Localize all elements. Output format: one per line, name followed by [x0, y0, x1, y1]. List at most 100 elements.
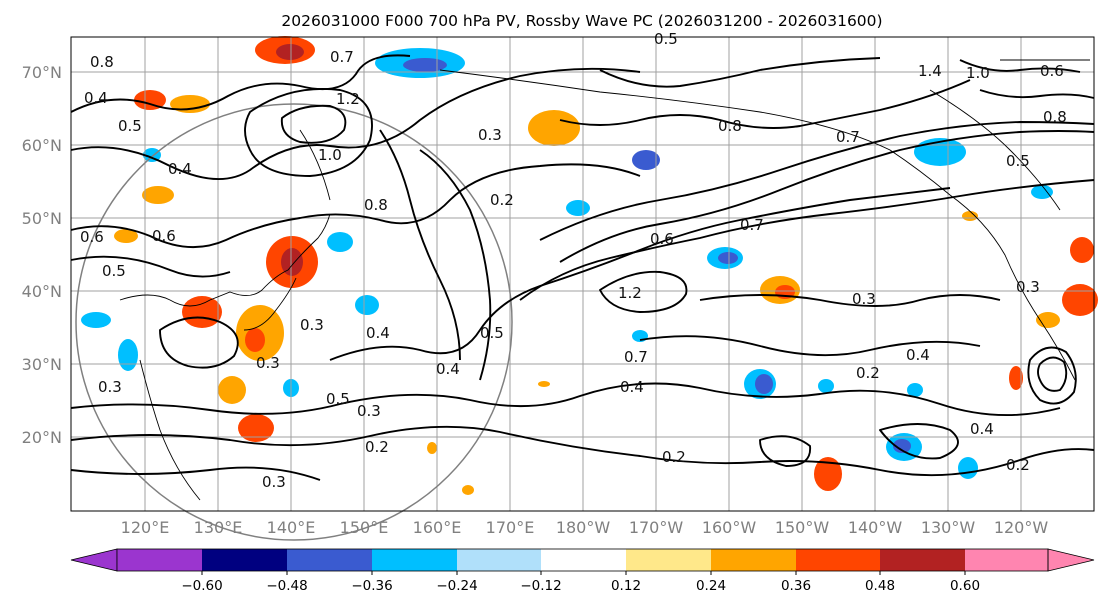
- anomaly-negative: [327, 232, 353, 252]
- contour-label: 0.4: [620, 378, 644, 396]
- lon-label: 170°E: [486, 518, 535, 537]
- colorbar-segment: [372, 549, 457, 571]
- contour-label: 0.7: [330, 48, 354, 66]
- anomaly-positive: [218, 376, 246, 404]
- lon-label: 120°W: [994, 518, 1049, 537]
- contour-label: 0.2: [365, 438, 389, 456]
- anomaly-negative: [632, 150, 660, 170]
- contour-label: 0.5: [654, 30, 678, 48]
- pv-contour-closed: [599, 270, 688, 313]
- pv-contour: [539, 121, 1095, 241]
- contour-label: 0.6: [152, 227, 176, 245]
- anomaly-negative-core: [718, 252, 738, 264]
- lat-label: 50°N: [22, 209, 62, 228]
- contour-label: 0.4: [366, 324, 390, 342]
- lon-label: 140°W: [848, 518, 903, 537]
- pv-contour: [959, 59, 1081, 73]
- colorbar-tick-label: 0.60: [950, 578, 980, 594]
- lon-label: 130°E: [194, 518, 243, 537]
- contour-label: 0.3: [852, 290, 876, 308]
- colorbar-segment: [965, 549, 1048, 571]
- colorbar-tick-label: −0.36: [351, 578, 392, 594]
- colorbar-segment: [626, 549, 711, 571]
- colorbar-segment: [796, 549, 880, 571]
- colorbar-tick-labels: −0.60 −0.48 −0.36 −0.24 −0.12 0.12 0.24 …: [181, 578, 980, 594]
- contour-label: 0.5: [102, 262, 126, 280]
- canada-border: [929, 89, 1061, 211]
- contour-label: 0.3: [98, 378, 122, 396]
- anomaly-positive: [182, 296, 222, 328]
- anomaly-positive: [1070, 237, 1094, 263]
- contour-label: 0.8: [364, 196, 388, 214]
- colorbar-tick-label: 0.24: [696, 578, 726, 594]
- anomaly-negative: [907, 383, 923, 397]
- colorbar-tick-label: −0.24: [436, 578, 477, 594]
- lon-label: 170°W: [629, 518, 684, 537]
- pv-contour: [559, 79, 971, 129]
- pv-contour-closed: [159, 316, 239, 369]
- pv-contour: [70, 425, 1095, 477]
- anomaly-negative-core: [893, 439, 911, 453]
- lon-label: 180°W: [556, 518, 611, 537]
- anomaly-negative: [355, 295, 379, 315]
- pv-contour: [329, 187, 951, 361]
- latitude-labels: 70°N 60°N 50°N 40°N 30°N 20°N: [22, 63, 62, 447]
- pv-contour: [379, 129, 461, 361]
- colorbar-tick-label: 0.36: [781, 578, 811, 594]
- anomaly-negative: [632, 330, 648, 342]
- colorbar-segment: [711, 549, 796, 571]
- contour-label: 1.4: [918, 62, 942, 80]
- japan-coast: [243, 277, 297, 331]
- map-frame: [70, 36, 1095, 512]
- lon-label: 130°W: [921, 518, 976, 537]
- lat-label: 20°N: [22, 428, 62, 447]
- contour-label: 0.5: [480, 324, 504, 342]
- figure-title: 2026031000 F000 700 hPa PV, Rossby Wave …: [281, 12, 882, 30]
- pv-contour: [70, 163, 641, 248]
- contour-label: 0.4: [906, 346, 930, 364]
- contour-label: 0.6: [1040, 62, 1064, 80]
- anomaly-positive: [238, 414, 274, 442]
- anomaly-negative-core: [403, 58, 447, 72]
- anomaly-negative: [143, 148, 161, 162]
- range-ring: [75, 103, 513, 541]
- contour-label: 0.3: [478, 126, 502, 144]
- colorbar-segment: [202, 549, 287, 571]
- anomaly-positive: [427, 442, 437, 454]
- lat-label: 70°N: [22, 63, 62, 82]
- pv-contour: [419, 149, 492, 381]
- colorbar-segment: [880, 549, 965, 571]
- colorbar-segment: [541, 549, 626, 571]
- contour-label: 0.6: [650, 230, 674, 248]
- colorbar-tick-label: −0.12: [520, 578, 561, 594]
- colorbar-segment: [117, 549, 202, 571]
- colorbar-segment: [457, 549, 541, 571]
- contour-label: 1.2: [618, 284, 642, 302]
- lon-label: 140°E: [267, 518, 316, 537]
- contour-label: 0.5: [1006, 152, 1030, 170]
- colorbar-extend-min: [70, 548, 118, 572]
- anomaly-positive: [1009, 366, 1023, 390]
- anomaly-positive-core: [276, 44, 304, 60]
- colorbar-tick-marks: [201, 571, 966, 575]
- anomaly-positive: [134, 90, 166, 110]
- colorbar-tick-label: −0.60: [181, 578, 222, 594]
- anomaly-positive: [462, 485, 474, 495]
- lon-label: 120°E: [121, 518, 170, 537]
- anomaly-positive-core: [245, 328, 265, 352]
- contour-label: 0.3: [357, 402, 381, 420]
- colorbar-frame: [116, 548, 1049, 572]
- lat-label: 60°N: [22, 136, 62, 155]
- contour-label: 0.7: [836, 128, 860, 146]
- kamchatka-coast: [299, 129, 331, 201]
- anomaly-positive: [528, 110, 580, 146]
- contour-label: 1.0: [318, 146, 342, 164]
- contour-label: 0.3: [1016, 278, 1040, 296]
- map-panel: 0.8 0.4 0.5 0.6 0.4 0.5 0.6 1.0 1.2 0.7 …: [70, 30, 1098, 541]
- longitude-labels: 120°E 130°E 140°E 150°E 160°E 170°E 180°…: [121, 518, 1049, 537]
- colorbar-tick-label: 0.48: [865, 578, 895, 594]
- anomaly-negative: [1031, 185, 1053, 199]
- lon-label: 150°E: [340, 518, 389, 537]
- contour-label: 0.2: [490, 191, 514, 209]
